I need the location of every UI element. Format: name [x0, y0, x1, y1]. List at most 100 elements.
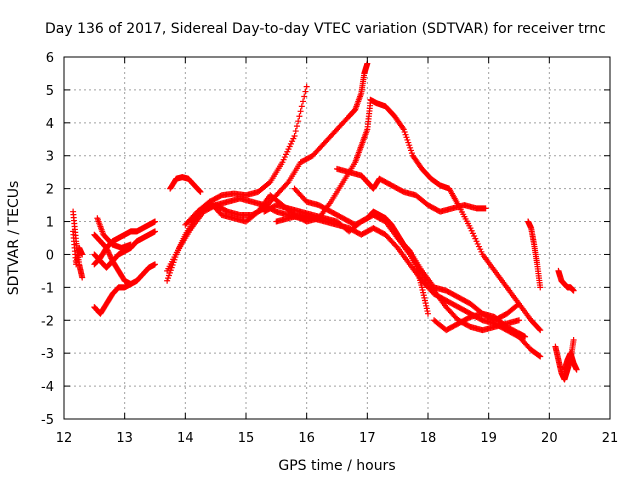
- x-tick-label: 20: [541, 431, 558, 446]
- point-marker: [418, 284, 425, 291]
- x-tick-label: 16: [298, 431, 315, 446]
- y-tick-label: 4: [46, 117, 54, 132]
- series-track-o: [367, 96, 544, 334]
- point-marker: [290, 135, 297, 142]
- point-marker: [467, 225, 474, 232]
- series-track-w: [561, 350, 580, 373]
- point-marker: [79, 251, 86, 258]
- point-marker: [537, 353, 544, 360]
- point-marker: [105, 250, 112, 257]
- point-marker: [281, 154, 288, 161]
- point-marker: [420, 289, 427, 296]
- point-marker: [408, 150, 415, 157]
- point-marker: [285, 146, 292, 153]
- point-marker: [164, 277, 171, 284]
- point-marker: [302, 88, 309, 95]
- point-marker: [399, 125, 406, 132]
- point-marker: [537, 327, 544, 334]
- point-marker: [196, 188, 203, 195]
- y-tick-label: 1: [46, 216, 54, 231]
- point-marker: [297, 108, 304, 115]
- point-marker: [468, 227, 475, 234]
- point-marker: [404, 136, 411, 143]
- point-marker: [283, 151, 290, 158]
- point-marker: [197, 188, 204, 195]
- point-marker: [296, 113, 303, 120]
- point-marker: [289, 138, 296, 145]
- x-tick-label: 12: [56, 431, 73, 446]
- point-marker: [280, 156, 287, 163]
- point-marker: [482, 205, 489, 212]
- point-marker: [406, 142, 413, 149]
- point-marker: [300, 98, 307, 105]
- series-track-g: [94, 215, 134, 251]
- point-marker: [475, 243, 482, 250]
- point-marker: [570, 287, 577, 294]
- point-marker: [537, 284, 544, 291]
- y-tick-label: -3: [41, 347, 54, 362]
- series-track-s: [431, 310, 529, 340]
- point-marker: [424, 308, 431, 315]
- point-marker: [292, 128, 299, 135]
- point-marker: [295, 118, 302, 125]
- point-marker: [401, 129, 408, 136]
- point-marker: [79, 274, 86, 281]
- point-marker: [536, 352, 543, 359]
- point-marker: [284, 180, 291, 187]
- x-tick-label: 15: [238, 431, 255, 446]
- series-track-t: [525, 218, 544, 291]
- x-tick-label: 17: [359, 431, 376, 446]
- point-marker: [471, 233, 478, 240]
- point-marker: [425, 310, 431, 317]
- x-tick-label: 19: [480, 431, 497, 446]
- point-marker: [107, 252, 114, 259]
- y-tick-label: 6: [46, 51, 54, 66]
- point-marker: [286, 143, 293, 150]
- point-marker: [405, 139, 412, 146]
- point-marker: [573, 366, 580, 373]
- point-marker: [421, 297, 428, 304]
- point-marker: [165, 275, 172, 282]
- point-marker: [303, 83, 310, 90]
- point-marker: [472, 235, 479, 242]
- point-marker: [403, 134, 410, 141]
- point-marker: [514, 301, 521, 308]
- point-marker: [474, 240, 481, 247]
- point-marker: [522, 333, 529, 340]
- point-marker: [407, 144, 414, 151]
- y-tick-label: 3: [46, 150, 54, 165]
- point-marker: [152, 228, 158, 235]
- data-points: [70, 60, 580, 383]
- point-marker: [279, 159, 286, 166]
- point-marker: [478, 248, 485, 255]
- plot-frame: [63, 56, 611, 420]
- x-tick-label: 21: [602, 431, 619, 446]
- point-marker: [127, 241, 134, 248]
- series-track-d: [91, 231, 158, 288]
- point-marker: [298, 103, 305, 110]
- y-tick-label: -2: [41, 314, 54, 329]
- point-marker: [516, 300, 522, 307]
- point-marker: [469, 230, 476, 237]
- series-track-c: [91, 281, 134, 317]
- point-marker: [107, 254, 114, 261]
- point-marker: [106, 251, 113, 258]
- y-tick-label: -5: [41, 413, 54, 428]
- point-marker: [287, 140, 294, 147]
- point-marker: [196, 187, 203, 194]
- point-marker: [165, 272, 172, 279]
- point-marker: [400, 126, 407, 133]
- point-marker: [419, 286, 426, 293]
- x-axis-label: GPS time / hours: [278, 458, 395, 474]
- y-tick-label: 0: [46, 248, 54, 263]
- series-track-h: [167, 174, 204, 195]
- point-marker: [421, 294, 428, 301]
- y-tick-label: 5: [46, 84, 54, 99]
- point-marker: [152, 261, 158, 268]
- y-tick-label: -1: [41, 281, 54, 296]
- point-marker: [423, 305, 430, 312]
- point-marker: [301, 93, 308, 100]
- point-marker: [516, 317, 522, 324]
